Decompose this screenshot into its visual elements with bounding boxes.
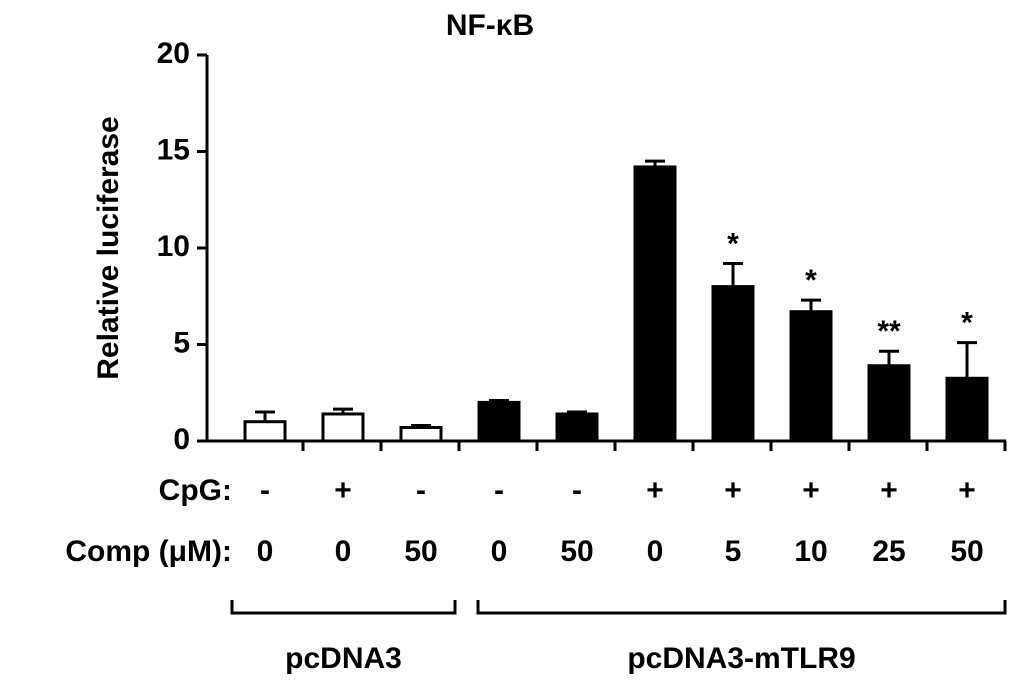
cpg-label: -	[416, 474, 426, 507]
bar	[867, 364, 911, 443]
comp-label: 10	[794, 535, 827, 568]
cpg-label: -	[260, 474, 270, 507]
error-bar	[723, 261, 743, 287]
cpg-label: -	[494, 474, 504, 507]
bar	[243, 420, 287, 443]
cpg-label: +	[724, 474, 742, 507]
comp-label: 0	[491, 535, 508, 568]
bar	[633, 165, 677, 443]
row-label: CpG:	[159, 474, 232, 507]
bar	[399, 425, 443, 443]
comp-label: 50	[950, 535, 983, 568]
comp-label: 0	[647, 535, 664, 568]
y-tick-label: 0	[173, 423, 190, 456]
y-tick-label: 20	[157, 37, 190, 70]
group-label: pcDNA3-mTLR9	[627, 642, 855, 675]
group-label: pcDNA3	[285, 642, 402, 675]
comp-label: 25	[872, 535, 905, 568]
error-bar	[879, 349, 899, 366]
comp-label: 5	[725, 535, 742, 568]
group-bracket	[476, 600, 1007, 615]
significance: *	[805, 264, 817, 297]
y-tick-label: 15	[157, 133, 190, 166]
significance: *	[727, 227, 739, 260]
y-tick-label: 5	[173, 326, 190, 359]
bar	[555, 412, 599, 443]
row-label: Comp (μM):	[65, 535, 232, 568]
bar	[945, 376, 989, 443]
group-bracket	[230, 600, 457, 615]
comp-label: 0	[335, 535, 352, 568]
comp-label: 0	[257, 535, 274, 568]
comp-label: 50	[404, 535, 437, 568]
bar	[789, 310, 833, 443]
cpg-label: +	[958, 474, 976, 507]
error-bar	[801, 298, 821, 312]
y-axis-label: Relative luciferase	[92, 116, 125, 379]
cpg-label: +	[802, 474, 820, 507]
bar	[477, 400, 521, 443]
cpg-label: -	[572, 474, 582, 507]
significance: *	[961, 306, 973, 339]
cpg-label: +	[646, 474, 664, 507]
bar	[321, 412, 365, 443]
chart-title: NF-κB	[446, 9, 534, 42]
error-bar	[255, 410, 275, 422]
cpg-label: +	[880, 474, 898, 507]
y-tick-label: 10	[157, 230, 190, 263]
comp-label: 50	[560, 535, 593, 568]
bar	[711, 285, 755, 443]
significance: **	[877, 315, 901, 348]
cpg-label: +	[334, 474, 352, 507]
error-bar	[957, 341, 977, 379]
